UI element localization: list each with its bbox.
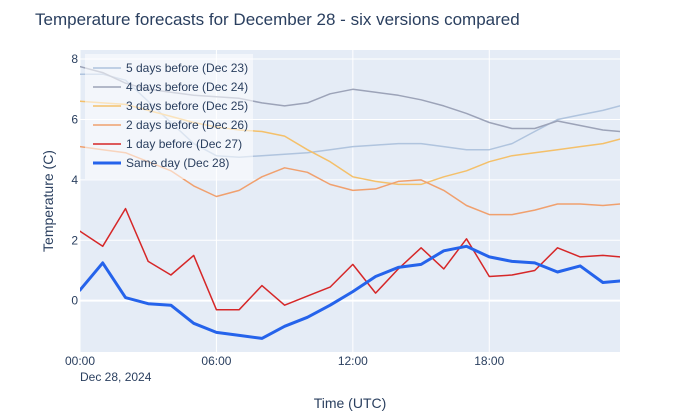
legend-label: 5 days before (Dec 23) xyxy=(126,61,248,75)
series-line-6 xyxy=(80,244,620,340)
x-tick-label: 06:00 xyxy=(201,354,231,368)
legend-item[interactable]: 3 days before (Dec 25) xyxy=(93,99,248,113)
legend-item[interactable]: 4 days before (Dec 24) xyxy=(93,80,248,94)
legend-label: 3 days before (Dec 25) xyxy=(126,99,248,113)
y-tick-label: 0 xyxy=(71,294,78,308)
x-tick-label: 00:00 xyxy=(65,354,95,368)
y-tick-label: 4 xyxy=(71,173,78,187)
legend-background xyxy=(85,54,253,179)
legend-label: Same day (Dec 28) xyxy=(126,156,229,170)
legend-label: 1 day before (Dec 27) xyxy=(126,137,242,151)
y-axis-title: Temperature (C) xyxy=(40,150,56,252)
legend-item[interactable]: 2 days before (Dec 26) xyxy=(93,118,248,132)
legend-label: 4 days before (Dec 24) xyxy=(126,80,248,94)
x-tick-label: 18:00 xyxy=(474,354,504,368)
legend[interactable]: 5 days before (Dec 23) 4 days before (Dec… xyxy=(85,54,253,179)
x-date-label: Dec 28, 2024 xyxy=(80,370,152,384)
y-tick-label: 8 xyxy=(71,52,78,66)
x-axis-ticks: 00:00 06:00 12:00 18:00 xyxy=(65,354,505,368)
x-tick-label: 12:00 xyxy=(338,354,368,368)
chart-title: Temperature forecasts for December 28 - … xyxy=(35,10,520,29)
y-tick-label: 6 xyxy=(71,112,78,126)
legend-item[interactable]: Same day (Dec 28) xyxy=(93,156,229,170)
series-line-5 xyxy=(80,207,620,311)
legend-item[interactable]: 1 day before (Dec 27) xyxy=(93,137,242,151)
legend-item[interactable]: 5 days before (Dec 23) xyxy=(93,61,248,75)
legend-label: 2 days before (Dec 26) xyxy=(126,118,248,132)
y-tick-label: 2 xyxy=(71,233,78,247)
x-axis-title: Time (UTC) xyxy=(314,395,387,411)
y-axis-ticks: 0 2 4 6 8 xyxy=(71,52,78,308)
